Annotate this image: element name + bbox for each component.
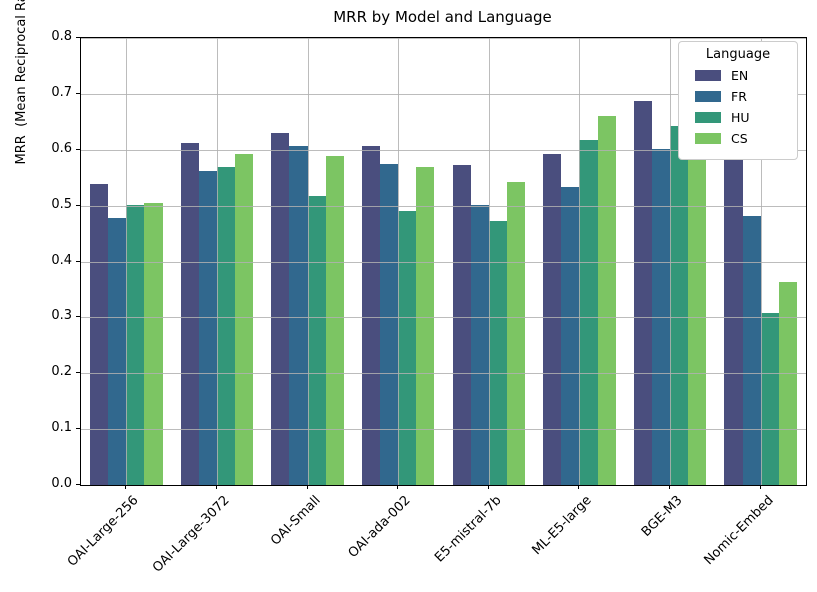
bar-en-oai-small xyxy=(271,133,290,485)
bar-hu-oai-large-256 xyxy=(126,205,145,485)
legend-item-fr: FR xyxy=(695,89,789,104)
bar-fr-bge-m3 xyxy=(651,148,671,485)
chart-title: MRR by Model and Language xyxy=(333,8,552,26)
y-tick-mark xyxy=(76,92,80,94)
y-tick-mark xyxy=(76,148,80,150)
y-gridline xyxy=(81,261,806,263)
bar-en-ml-e5-large xyxy=(543,154,562,485)
bar-en-e5-mistral-7b xyxy=(452,164,471,485)
legend-swatch-en-icon xyxy=(695,70,721,81)
bar-cs-oai-small xyxy=(325,156,344,485)
x-tick-label: E5-mistral-7b xyxy=(431,493,505,566)
bar-fr-oai-ada-002 xyxy=(380,164,399,485)
bar-en-nomic-embed xyxy=(724,158,743,485)
legend-items: EN FR HU CS xyxy=(687,68,789,146)
x-tick-mark xyxy=(759,485,761,489)
y-tick-label: 0.5 xyxy=(51,196,72,212)
x-gridline xyxy=(760,38,762,485)
x-tick-mark xyxy=(215,485,217,489)
x-tick-mark xyxy=(306,485,308,489)
y-tick-label: 0.0 xyxy=(51,476,72,491)
y-gridline xyxy=(81,38,806,39)
legend-label: CS xyxy=(731,131,748,146)
x-tick-label: OAI-Large-256 xyxy=(65,493,142,570)
x-tick-mark xyxy=(397,485,399,489)
legend-swatch-cs-icon xyxy=(695,133,721,144)
x-gridline xyxy=(579,38,581,485)
bar-fr-e5-mistral-7b xyxy=(470,204,489,485)
x-tick-label: OAI-Small xyxy=(267,493,324,549)
y-tick-label: 0.7 xyxy=(51,84,72,100)
y-gridline xyxy=(81,317,806,319)
y-tick-label: 0.4 xyxy=(51,252,72,268)
bar-hu-oai-large-3072 xyxy=(216,166,236,485)
legend: Language EN FR HU CS xyxy=(678,41,798,160)
x-tick-mark xyxy=(669,485,671,489)
x-gridline xyxy=(488,38,490,485)
legend-label: EN xyxy=(731,68,749,83)
y-tick-label: 0.2 xyxy=(51,364,72,380)
y-tick-label: 0.8 xyxy=(51,29,72,44)
x-gridline xyxy=(307,38,309,485)
bar-hu-bge-m3 xyxy=(670,125,689,485)
bar-cs-oai-ada-002 xyxy=(416,167,435,485)
bar-fr-oai-large-3072 xyxy=(198,170,217,485)
bar-cs-nomic-embed xyxy=(778,281,797,485)
bar-en-oai-large-3072 xyxy=(180,142,199,485)
y-tick-mark xyxy=(76,372,80,374)
x-tick-label: OAI-Large-3072 xyxy=(149,493,233,576)
x-tick-label: ML-E5-large xyxy=(529,493,596,559)
y-tick-mark xyxy=(76,484,80,485)
y-tick-mark xyxy=(76,204,80,206)
legend-title: Language xyxy=(705,47,771,62)
bar-fr-nomic-embed xyxy=(742,215,761,485)
bar-hu-nomic-embed xyxy=(760,313,779,485)
y-gridline xyxy=(81,373,806,375)
x-gridline xyxy=(670,38,672,485)
legend-item-hu: HU xyxy=(695,110,789,125)
bar-en-bge-m3 xyxy=(633,101,652,485)
y-tick-mark xyxy=(76,260,80,262)
y-tick-mark xyxy=(76,428,80,430)
legend-swatch-fr-icon xyxy=(695,91,721,102)
x-gridline xyxy=(126,38,128,485)
y-gridline xyxy=(81,205,806,207)
bar-fr-oai-small xyxy=(289,146,308,485)
legend-label: FR xyxy=(731,89,747,104)
y-tick-mark xyxy=(76,37,80,38)
bar-fr-ml-e5-large xyxy=(561,187,580,485)
bar-hu-oai-ada-002 xyxy=(398,211,417,485)
x-gridline xyxy=(216,38,218,485)
y-gridline xyxy=(81,149,806,151)
legend-label: HU xyxy=(731,110,750,125)
y-gridline xyxy=(81,93,806,95)
bar-en-oai-ada-002 xyxy=(361,145,381,485)
bar-cs-e5-mistral-7b xyxy=(506,181,526,485)
bar-hu-ml-e5-large xyxy=(579,140,598,485)
legend-item-en: EN xyxy=(695,68,789,83)
y-tick-label: 0.3 xyxy=(51,308,72,324)
bar-cs-ml-e5-large xyxy=(597,116,616,485)
x-tick-label: OAI-ada-002 xyxy=(345,493,414,561)
x-tick-mark xyxy=(578,485,580,489)
x-tick-mark xyxy=(487,485,489,489)
y-tick-label: 0.1 xyxy=(51,420,72,436)
legend-swatch-hu-icon xyxy=(695,112,721,123)
y-gridline xyxy=(81,429,806,431)
bar-cs-oai-large-256 xyxy=(144,202,163,485)
bar-hu-e5-mistral-7b xyxy=(488,221,507,485)
bar-en-oai-large-256 xyxy=(90,184,109,485)
bar-hu-oai-small xyxy=(307,196,326,485)
x-gridline xyxy=(398,38,400,485)
bar-cs-oai-large-3072 xyxy=(235,153,254,485)
y-tick-mark xyxy=(76,316,80,318)
y-tick-label: 0.6 xyxy=(51,140,72,156)
x-tick-label: BGE-M3 xyxy=(638,493,686,540)
legend-item-cs: CS xyxy=(695,131,789,146)
bar-fr-oai-large-256 xyxy=(108,218,127,485)
x-tick-label: Nomic-Embed xyxy=(701,493,777,569)
x-tick-mark xyxy=(125,485,127,489)
bar-cs-bge-m3 xyxy=(688,116,707,485)
